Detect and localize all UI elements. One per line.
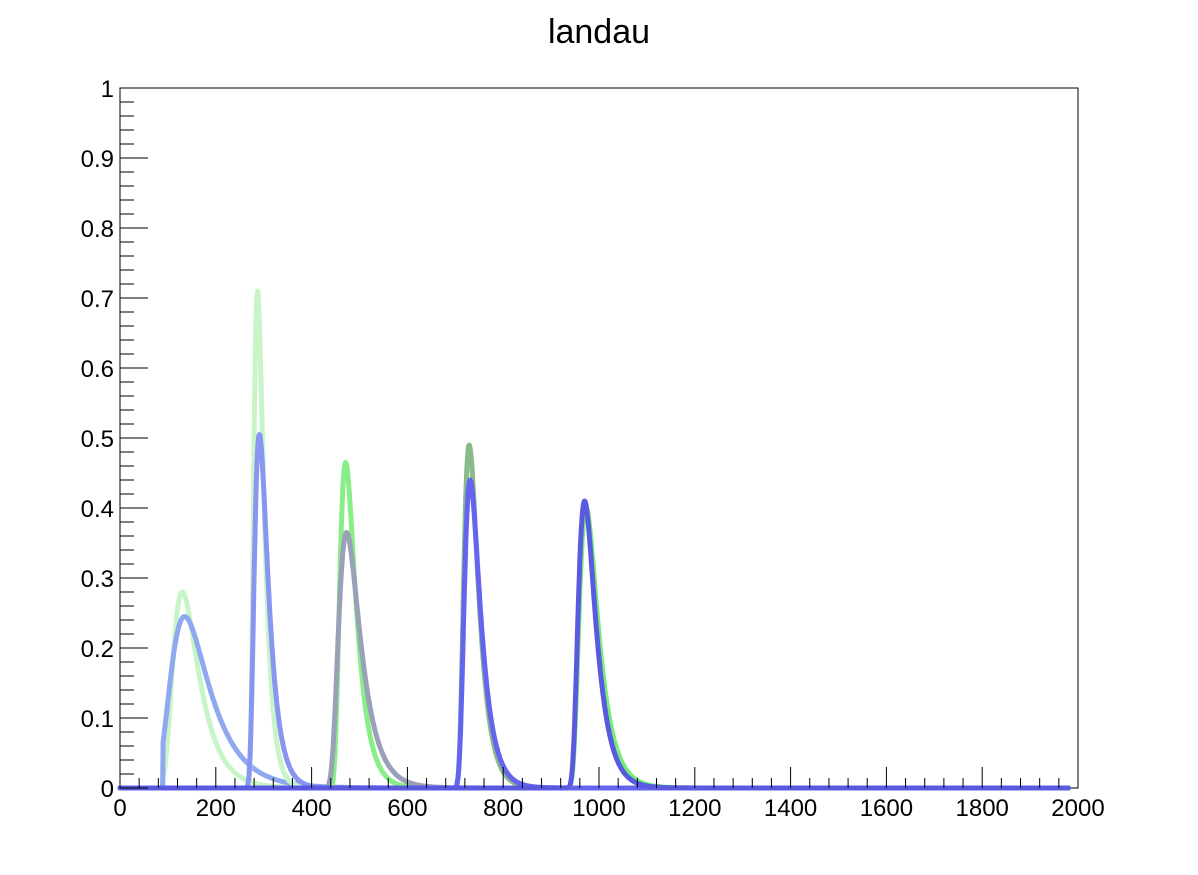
- y-tick-label: 0: [101, 776, 114, 803]
- x-axis: 0 200 400 600 800 1000 1200 1400 1600 1800 2000: [113, 767, 1105, 822]
- x-tick-label: 1000: [572, 795, 625, 822]
- x-tick-label: 600: [387, 795, 427, 822]
- y-tick-label: 0.5: [81, 426, 114, 453]
- y-tick-label: 0.7: [81, 286, 114, 313]
- y-tick-label: 0.1: [81, 706, 114, 733]
- y-tick-label: 0.2: [81, 636, 114, 663]
- y-tick-label: 0.9: [81, 146, 114, 173]
- x-tick-label: 1400: [764, 795, 817, 822]
- y-tick-label: 0.6: [81, 356, 114, 383]
- landau-curve-10: [117, 498, 1071, 791]
- x-tick-label: 1600: [860, 795, 913, 822]
- x-tick-label: 1800: [956, 795, 1009, 822]
- x-tick-label: 400: [292, 795, 332, 822]
- y-axis: 0 0.1 0.2 0.3 0.4 0.5 0.6 0.7 0.8 0.9 1: [81, 76, 148, 803]
- landau-curve-2: [117, 614, 1071, 791]
- chart-title: landau: [548, 13, 650, 51]
- landau-curve-9: [117, 505, 1071, 791]
- x-tick-label: 800: [483, 795, 523, 822]
- x-tick-label: 2000: [1051, 795, 1104, 822]
- series-group: [117, 288, 1071, 791]
- x-tick-label: 200: [196, 795, 236, 822]
- x-tick-label: 1200: [668, 795, 721, 822]
- landau-curve-3: [117, 288, 1071, 791]
- y-tick-label: 1: [101, 76, 114, 103]
- landau-curve-8: [117, 477, 1071, 791]
- y-tick-label: 0.8: [81, 216, 114, 243]
- y-tick-label: 0.3: [81, 566, 114, 593]
- x-tick-label: 0: [113, 795, 126, 822]
- y-tick-label: 0.4: [81, 496, 114, 523]
